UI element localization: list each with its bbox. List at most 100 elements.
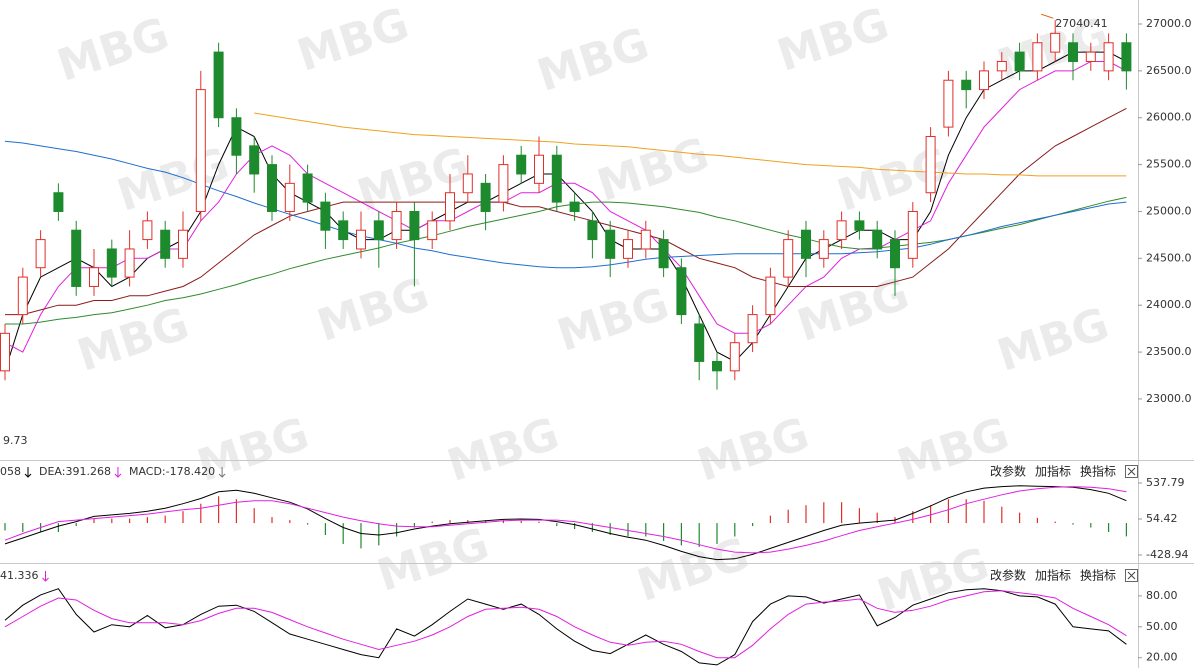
candle-body [587, 220, 598, 241]
y-tick-label: 24500.0 [1146, 251, 1192, 264]
candle-body [480, 182, 491, 212]
candle-body [534, 154, 544, 184]
candle-body [391, 210, 402, 241]
candle-body [427, 220, 438, 241]
candle-body [142, 220, 153, 241]
indicator-line [5, 107, 1127, 316]
y-tick-label: 26500.0 [1146, 64, 1192, 77]
arrow-icon [218, 467, 226, 478]
candle-body [338, 220, 349, 241]
candle-body [373, 220, 384, 241]
indicator-line [4, 590, 1127, 659]
candle-body [1014, 51, 1025, 72]
close-icon [1127, 467, 1136, 476]
candle-body [925, 135, 936, 194]
candle-body [1032, 42, 1043, 72]
candle-body [1121, 42, 1132, 72]
arrow-icon [42, 571, 49, 582]
indicator-line [4, 588, 1127, 666]
y-tick-label: 27000.0 [1146, 17, 1192, 30]
candle-body [35, 239, 46, 269]
candle-body [836, 220, 847, 241]
candle-body [53, 192, 64, 212]
candle-body [213, 51, 224, 119]
candle-body [0, 332, 10, 372]
y-tick-label: 80.00 [1146, 589, 1178, 602]
candle-body [516, 154, 527, 175]
candle-body [729, 342, 740, 372]
candle-body [409, 210, 420, 241]
indicator-button[interactable]: 换指标 [1080, 464, 1116, 479]
candle-body [872, 229, 883, 250]
plot-layer: 23000.0 23500.0 24000.0 24500.0 25000.0 25500… [0, 13, 1192, 666]
indicator-line [254, 112, 1127, 177]
candle-body [605, 229, 616, 259]
candle-body [17, 276, 28, 316]
y-tick-label: 23000.0 [1146, 392, 1192, 405]
annotation: 9.73 [3, 434, 28, 447]
candle-body [943, 79, 954, 128]
candle-body [195, 89, 206, 212]
indicator-value: 41.336 [0, 569, 39, 582]
max-pointer [1041, 13, 1054, 19]
indicator-value: DEA:391.268 [39, 465, 111, 478]
indicator-button[interactable]: 加指标 [1035, 464, 1071, 479]
candle-body [783, 239, 794, 278]
indicator-button[interactable]: 加指标 [1035, 568, 1071, 583]
candle-body [178, 229, 188, 259]
candle-body [854, 220, 865, 231]
y-tick-label: 23500.0 [1146, 345, 1192, 358]
candle-body [356, 229, 366, 250]
indicator-button[interactable]: 换指标 [1080, 568, 1116, 583]
max-label: 27040.41 [1055, 17, 1108, 30]
indicator-value: MACD:-178.420 [129, 465, 215, 478]
arrow-icon [114, 467, 122, 478]
candle-body [907, 210, 918, 259]
candle-body [818, 239, 829, 259]
candle-body [712, 360, 722, 372]
indicator-line [4, 61, 1127, 353]
candle-body [890, 239, 900, 269]
candle-body [765, 276, 776, 316]
candle-body [498, 164, 509, 203]
y-tick-label: 26000.0 [1146, 111, 1192, 124]
indicator-value: 058 [0, 465, 21, 478]
candle-body [71, 229, 82, 287]
candle-body [1103, 42, 1114, 72]
candle-body [996, 60, 1007, 72]
candle-body [267, 164, 277, 212]
candle-body [569, 201, 580, 212]
indicator-line [4, 486, 1127, 554]
candle-body [551, 154, 562, 203]
candle-body [1085, 51, 1096, 62]
y-tick-label: 50.00 [1146, 620, 1178, 633]
candle-body [961, 79, 972, 91]
candle-body [676, 267, 687, 316]
y-tick-label: 54.42 [1146, 512, 1178, 525]
candle-body [160, 229, 171, 259]
indicator-line [4, 140, 1127, 269]
y-tick-label: 25000.0 [1146, 204, 1192, 217]
candle-body [801, 229, 811, 259]
candle-body [694, 323, 705, 362]
candle-body [284, 182, 295, 212]
y-tick-label: -428.94 [1146, 548, 1188, 561]
candle-body [320, 201, 331, 231]
candle-body [445, 192, 455, 222]
indicator-line [4, 485, 1127, 561]
candle-body [747, 314, 758, 344]
candle-body [640, 229, 651, 250]
candle-body [231, 117, 242, 156]
candle-body [979, 70, 989, 91]
indicator-button[interactable]: 改参数 [990, 568, 1026, 583]
candle-body [658, 239, 669, 269]
candle-body [462, 173, 473, 194]
arrow-icon [24, 467, 32, 478]
candle-body [249, 145, 260, 175]
candle-body [302, 173, 313, 203]
close-icon [1127, 571, 1136, 580]
candle-body [124, 248, 135, 278]
indicator-button[interactable]: 改参数 [990, 464, 1026, 479]
y-tick-label: 24000.0 [1146, 298, 1192, 311]
